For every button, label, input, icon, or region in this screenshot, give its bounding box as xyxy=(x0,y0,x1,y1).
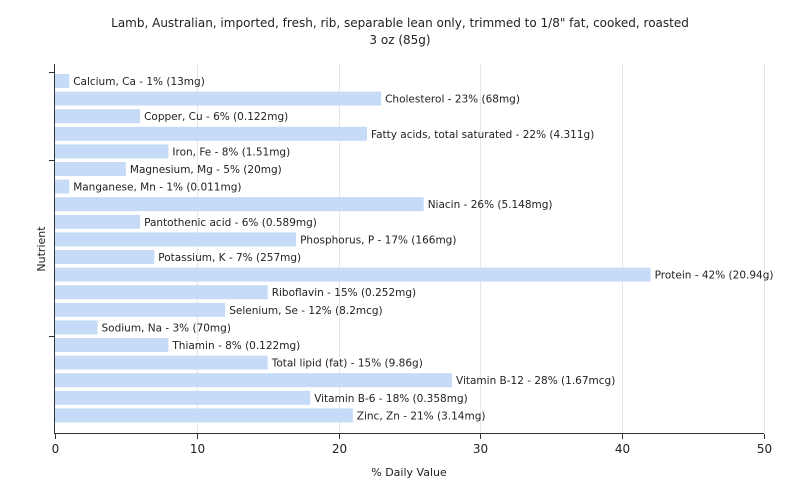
bar xyxy=(55,320,98,335)
bar-label: Potassium, K - 7% (257mg) xyxy=(158,252,301,264)
bar xyxy=(55,74,70,88)
bar-label: Fatty acids, total saturated - 22% (4.31… xyxy=(371,129,594,141)
bar-label: Pantothenic acid - 6% (0.589mg) xyxy=(144,217,317,229)
x-tick-label: 50 xyxy=(757,442,772,456)
y-axis-title: Nutrient xyxy=(35,226,48,272)
x-ticks: 0 10 20 30 40 50 xyxy=(52,434,772,456)
bar-label: Calcium, Ca - 1% (13mg) xyxy=(73,76,205,88)
bar-label: Zinc, Zn - 21% (3.14mg) xyxy=(357,410,486,422)
bar-label: Iron, Fe - 8% (1.51mg) xyxy=(172,146,290,158)
bar-label: Sodium, Na - 3% (70mg) xyxy=(102,322,231,334)
bar-label: Protein - 42% (20.94g) xyxy=(655,270,774,282)
bar-label: Phosphorus, P - 17% (166mg) xyxy=(300,234,456,246)
bar xyxy=(55,214,141,229)
bar xyxy=(55,302,226,317)
x-tick-label: 0 xyxy=(52,442,60,456)
bar-label: Total lipid (fat) - 15% (9.86g) xyxy=(271,358,423,370)
x-tick-label: 10 xyxy=(190,442,205,456)
bar xyxy=(55,126,367,141)
bar-label: Manganese, Mn - 1% (0.011mg) xyxy=(73,182,241,194)
grid xyxy=(197,64,765,434)
bar xyxy=(55,390,311,405)
bar xyxy=(55,232,297,247)
x-tick-label: 30 xyxy=(473,442,488,456)
bar xyxy=(55,144,169,159)
bar-label: Copper, Cu - 6% (0.122mg) xyxy=(144,111,288,123)
bar-label: Niacin - 26% (5.148mg) xyxy=(428,199,553,211)
bar xyxy=(55,355,268,370)
bar xyxy=(55,285,268,300)
axes xyxy=(54,64,764,434)
bar xyxy=(55,162,126,176)
x-tick-label: 40 xyxy=(615,442,630,456)
bar-labels: Calcium, Ca - 1% (13mg) Cholesterol - 23%… xyxy=(73,76,773,422)
bar xyxy=(55,250,155,264)
plot-background xyxy=(55,64,764,434)
y-ticks xyxy=(49,72,55,337)
bar-label: Selenium, Se - 12% (8.2mcg) xyxy=(229,305,382,317)
bar xyxy=(55,91,382,106)
bar-label: Vitamin B-12 - 28% (1.67mcg) xyxy=(456,375,615,387)
chart-title-line-1: Lamb, Australian, imported, fresh, rib, … xyxy=(111,16,689,30)
bar xyxy=(55,408,353,423)
bar xyxy=(55,197,424,212)
bar xyxy=(55,179,70,194)
bar-label: Riboflavin - 15% (0.252mg) xyxy=(272,287,416,299)
bars xyxy=(55,74,651,423)
x-axis-title: % Daily Value xyxy=(371,466,447,479)
bar xyxy=(55,109,141,124)
bar-label: Cholesterol - 23% (68mg) xyxy=(385,94,520,106)
bar xyxy=(55,373,452,388)
bar xyxy=(55,338,169,352)
bar-label: Thiamin - 8% (0.122mg) xyxy=(171,340,300,352)
bar xyxy=(55,267,651,282)
bar-label: Magnesium, Mg - 5% (20mg) xyxy=(130,164,282,176)
x-tick-label: 20 xyxy=(332,442,347,456)
bar-label: Vitamin B-6 - 18% (0.358mg) xyxy=(314,393,468,405)
chart-title-line-2: 3 oz (85g) xyxy=(369,33,430,47)
